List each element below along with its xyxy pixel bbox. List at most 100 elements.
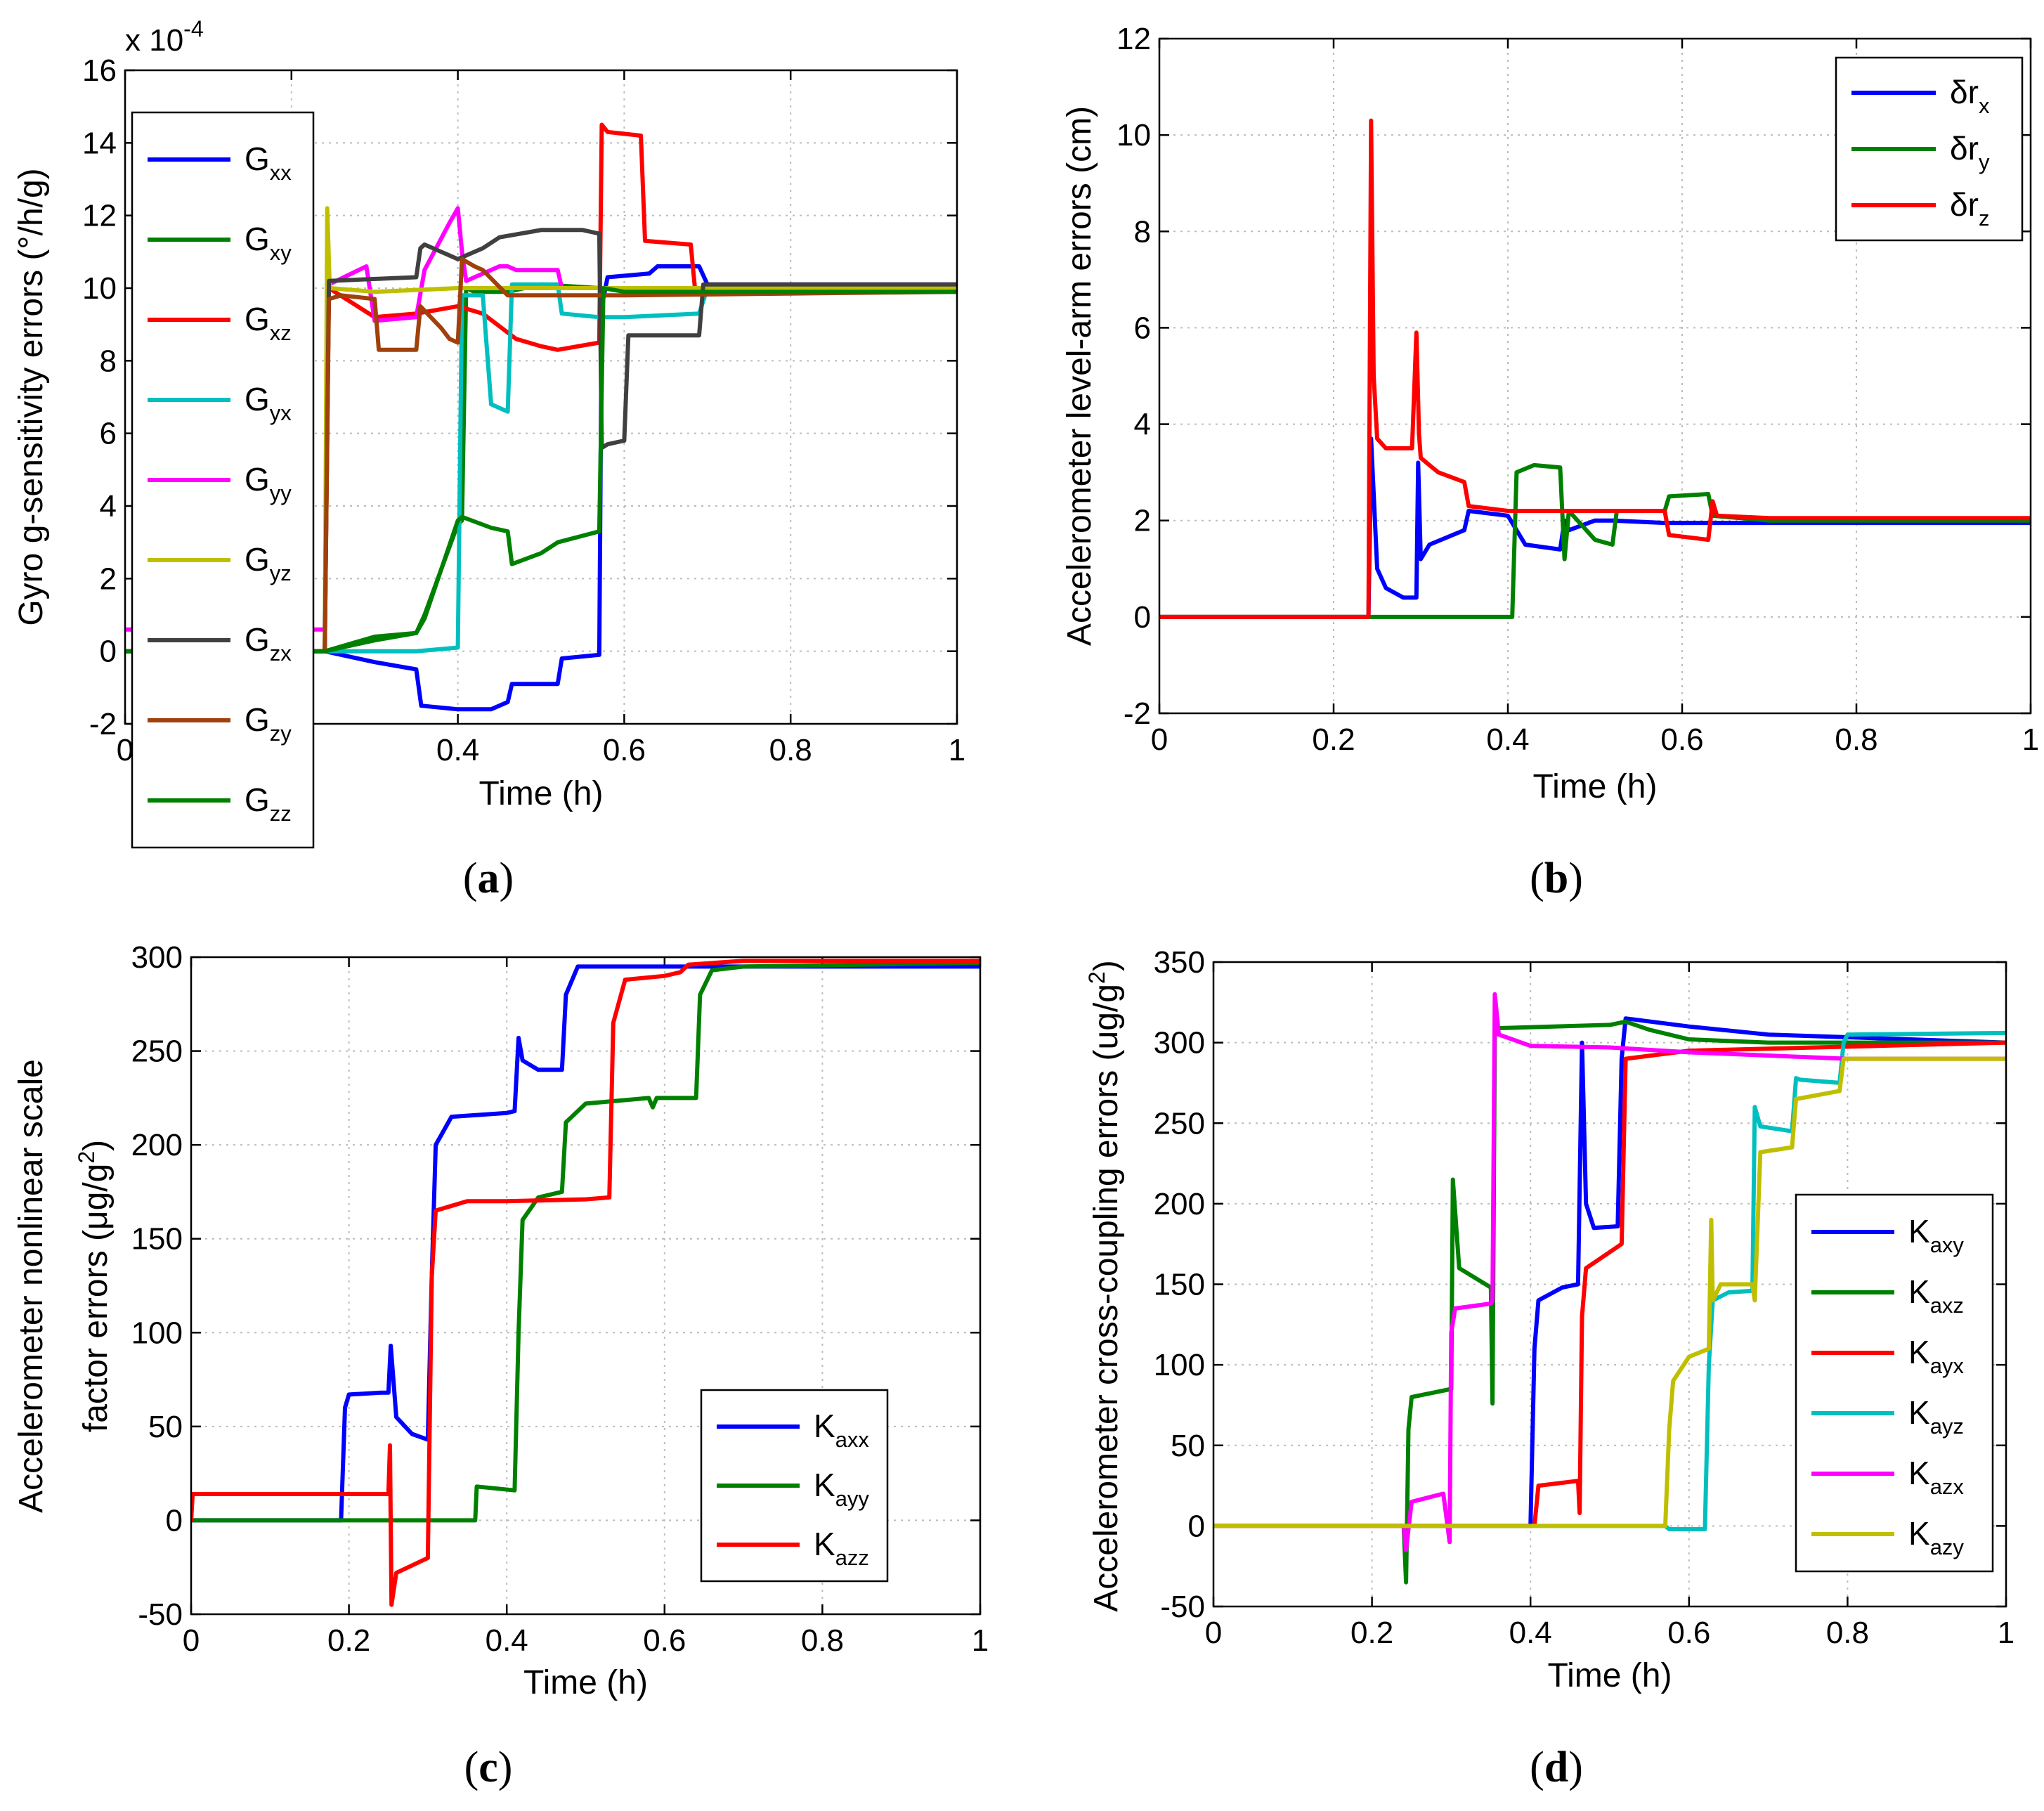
series-line-axz <box>1213 1019 2006 1585</box>
y-tick-label: -50 <box>138 1597 183 1632</box>
legend-entry-y: δry <box>1950 130 1990 174</box>
x-tick-label: 0.8 <box>769 733 812 767</box>
y-tick-label: 14 <box>82 126 117 160</box>
y-axis-label-line: factor errors (μg/g2) <box>74 1140 115 1432</box>
y-tick-label: 0 <box>1188 1509 1205 1543</box>
legend-entry-xx: Gxx <box>245 141 292 185</box>
y-tick-label: 0 <box>100 635 117 669</box>
legend-entry-axy: Kaxy <box>1908 1213 1964 1257</box>
y-tick-label: 2 <box>100 562 117 596</box>
x-tick-label: 0.8 <box>1826 1616 1869 1650</box>
y-tick-label: 6 <box>100 417 117 451</box>
legend-entry-zz: Gzz <box>245 781 292 826</box>
axes-frame <box>190 956 982 1616</box>
x-axis-label: Time (h) <box>523 1664 648 1701</box>
series-line-xx <box>125 264 957 712</box>
x-tick-label: 0.6 <box>1660 722 1703 757</box>
series-line-azz <box>191 959 980 1607</box>
y-tick-label: 100 <box>1154 1348 1205 1382</box>
y-tick-label: 10 <box>82 271 117 306</box>
series-line-ayx <box>1213 1040 2006 1528</box>
x-tick-label: 0.2 <box>327 1623 370 1658</box>
y-axis-label-line: Accelerometer nonlinear scale <box>13 1059 50 1513</box>
y-tick-label: 250 <box>131 1034 183 1069</box>
series-line-yx <box>125 282 957 654</box>
series-line-zx <box>125 228 957 654</box>
x-tick-label: 0.4 <box>436 733 479 767</box>
x-axis-label: Time (h) <box>1533 768 1658 805</box>
series-group <box>1159 118 2031 619</box>
axes-frame <box>124 69 958 725</box>
legend: Kaxx Kayy Kazz <box>700 1389 889 1583</box>
legend: δrx δry δrz <box>1835 56 2024 242</box>
y-tick-label: 350 <box>1154 945 1205 980</box>
y-axis-label: Accelerometer level-arm errors (cm) <box>1061 106 1098 646</box>
x-tick-label: 0 <box>1151 722 1168 757</box>
y-tick-label: 2 <box>1134 504 1151 538</box>
legend-entry-ayz: Kayz <box>1908 1394 1964 1439</box>
x-tick-label: 1 <box>2022 722 2039 757</box>
y-tick-label: 0 <box>166 1503 183 1538</box>
x-tick-label: 0.8 <box>801 1623 844 1658</box>
series-line-yy <box>125 206 957 632</box>
legend-entry-ayy: Kayy <box>814 1467 869 1511</box>
series-group <box>125 122 957 712</box>
legend-entry-xy: Gxy <box>245 221 292 265</box>
x-tick-label: 0 <box>117 733 134 767</box>
axes-frame <box>1158 37 2032 715</box>
x-axis-label: Time (h) <box>479 775 604 812</box>
x-tick-label: 0 <box>183 1623 200 1658</box>
x-tick-label: 0.4 <box>486 1623 528 1658</box>
y-tick-label: 12 <box>82 199 117 233</box>
y-tick-label: 0 <box>1134 600 1151 635</box>
legend-box <box>1795 1193 1994 1573</box>
series-line-y <box>1159 462 2031 619</box>
legend: Gxx Gxy Gxz Gyx Gyy Gyz Gzx Gzy Gzz <box>131 111 315 849</box>
legend-entry-axz: Kaxz <box>1908 1273 1964 1318</box>
y-tick-label: 16 <box>82 53 117 88</box>
y-tick-label: 6 <box>1134 311 1151 345</box>
y-tick-label: 100 <box>131 1316 183 1350</box>
y-tick-label: 200 <box>131 1128 183 1162</box>
series-group <box>191 959 980 1607</box>
y-tick-label: 4 <box>100 489 117 524</box>
y-tick-label: 50 <box>1171 1429 1205 1463</box>
y-tick-label: -2 <box>1124 696 1151 731</box>
legend-entry-zx: Gzx <box>245 621 292 666</box>
y-axis-label: Gyro g-sensitivity errors (°/h/g) <box>13 168 50 625</box>
legend-entry-x: δrx <box>1950 74 1990 118</box>
legend-entry-axx: Kaxx <box>814 1408 869 1452</box>
x-tick-label: 0.2 <box>1350 1616 1393 1650</box>
x-tick-label: 0.6 <box>1667 1616 1710 1650</box>
y-exponent-label: x 10-4 <box>125 16 204 58</box>
legend-entry-yz: Gyz <box>245 541 292 585</box>
x-tick-label: 1 <box>972 1623 989 1658</box>
axes-frame <box>1212 961 2007 1608</box>
y-tick-label: 10 <box>1117 118 1151 152</box>
series-line-azx <box>1213 992 2006 1552</box>
legend-entry-azx: Kazx <box>1908 1455 1964 1499</box>
y-tick-label: 8 <box>100 344 117 378</box>
series-group <box>1213 992 2006 1585</box>
series-line-axx <box>191 964 980 1523</box>
legend-entry-xz: Gxz <box>245 301 292 345</box>
x-tick-label: 1 <box>949 733 965 767</box>
x-tick-label: 0.4 <box>1486 722 1529 757</box>
y-tick-label: 4 <box>1134 408 1151 442</box>
legend-entry-zy: Gzy <box>245 701 292 746</box>
panel-c-nonlinear-scale-factor: 0 0.2 0.4 0.6 0.8 1-50050100150200250300Time … <box>13 940 989 1791</box>
y-tick-label: 12 <box>1117 22 1151 56</box>
panel-label: (d) <box>1530 1744 1583 1791</box>
legend-entry-yy: Gyy <box>245 461 292 505</box>
legend-entry-azz: Kazz <box>814 1526 869 1570</box>
y-tick-label: 250 <box>1154 1106 1205 1141</box>
series-line-ayy <box>191 961 980 1523</box>
series-line-x <box>1159 436 2031 619</box>
x-tick-label: 0.6 <box>603 733 646 767</box>
series-line-zy <box>125 257 957 654</box>
legend-entry-z: δrz <box>1950 186 1989 231</box>
y-tick-label: 8 <box>1134 214 1151 249</box>
